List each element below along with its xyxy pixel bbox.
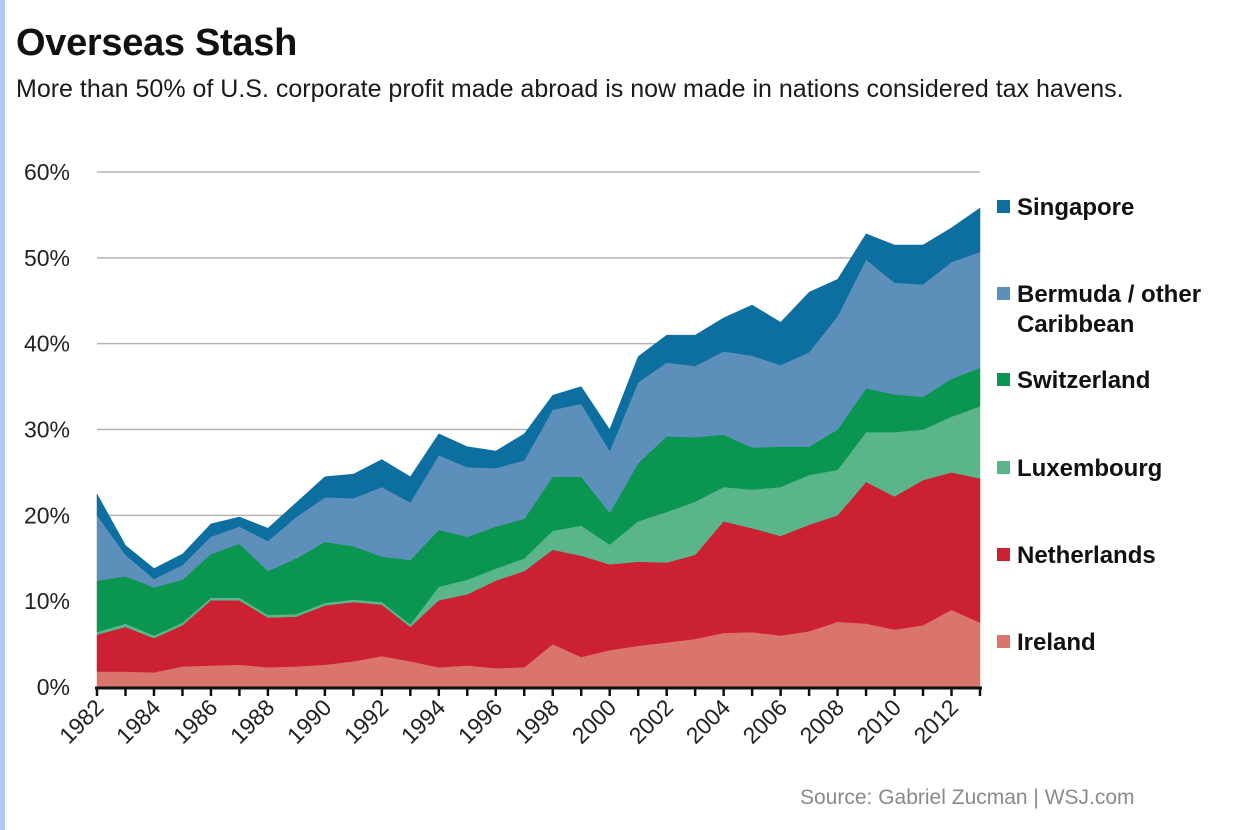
x-tick-label: 2008 xyxy=(795,694,850,749)
legend-label-cont: Caribbean xyxy=(1017,311,1134,338)
x-tick-label: 1986 xyxy=(168,694,223,749)
x-tick-label: 1990 xyxy=(282,694,337,749)
legend-item: Singapore xyxy=(997,194,1134,221)
chart-title: Overseas Stash xyxy=(16,22,297,64)
source-note: Source: Gabriel Zucman | WSJ.com xyxy=(800,786,1135,809)
x-tick-label: 2000 xyxy=(567,694,622,749)
x-tick-label: 1996 xyxy=(453,694,508,749)
y-tick-label: 20% xyxy=(24,502,70,528)
legend-swatch xyxy=(997,461,1010,474)
legend-label: Ireland xyxy=(1017,629,1096,656)
x-tick-label: 1994 xyxy=(396,694,451,749)
x-tick-label: 2002 xyxy=(624,694,679,749)
legend-swatch xyxy=(997,548,1010,561)
x-tick-label: 1988 xyxy=(225,694,280,749)
legend-label: Luxembourg xyxy=(1017,455,1162,482)
x-tick-label: 1992 xyxy=(339,694,394,749)
left-border-strip xyxy=(0,0,5,830)
y-tick-label: 60% xyxy=(24,159,70,185)
legend-item: Netherlands xyxy=(997,542,1156,569)
x-tick-label: 2012 xyxy=(908,694,963,749)
legend-label: Netherlands xyxy=(1017,542,1156,569)
y-tick-label: 50% xyxy=(24,245,70,271)
x-tick-label: 2010 xyxy=(852,694,907,749)
legend-item: Switzerland xyxy=(997,367,1150,394)
legend-swatch xyxy=(997,200,1010,213)
legend-label: Switzerland xyxy=(1017,367,1150,394)
legend-item: Ireland xyxy=(997,629,1096,656)
y-tick-label: 10% xyxy=(24,588,70,614)
legend-swatch xyxy=(997,373,1010,386)
area-layers xyxy=(96,207,981,688)
legend-swatch xyxy=(997,287,1010,300)
x-axis-tick-labels: 1982 1984 1986 1988 1990 1992 1994 1996 1998 2000… xyxy=(54,694,963,749)
x-tick-label: 2006 xyxy=(738,694,793,749)
legend-swatch xyxy=(997,635,1010,648)
x-axis xyxy=(95,686,982,696)
area-singapore xyxy=(96,207,981,580)
x-tick-label: 1982 xyxy=(54,694,109,749)
x-tick-label: 1998 xyxy=(510,694,565,749)
y-tick-label: 30% xyxy=(24,417,70,443)
x-tick-label: 1984 xyxy=(111,694,166,749)
chart-subtitle: More than 50% of U.S. corporate profit m… xyxy=(16,75,1124,103)
y-tick-label: 0% xyxy=(37,674,70,700)
legend-label: Singapore xyxy=(1017,194,1134,221)
y-axis-tick-labels: 0% 10% 20% 30% 40% 50% 60% xyxy=(24,159,70,700)
legend-item: Luxembourg xyxy=(997,455,1162,482)
legend-label: Bermuda / other xyxy=(1017,281,1201,308)
x-tick-label: 2004 xyxy=(681,694,736,749)
y-tick-label: 40% xyxy=(24,331,70,357)
legend: Singapore Bermuda / other Caribbean Switzer… xyxy=(997,194,1201,656)
legend-item: Bermuda / other Caribbean xyxy=(997,281,1201,338)
